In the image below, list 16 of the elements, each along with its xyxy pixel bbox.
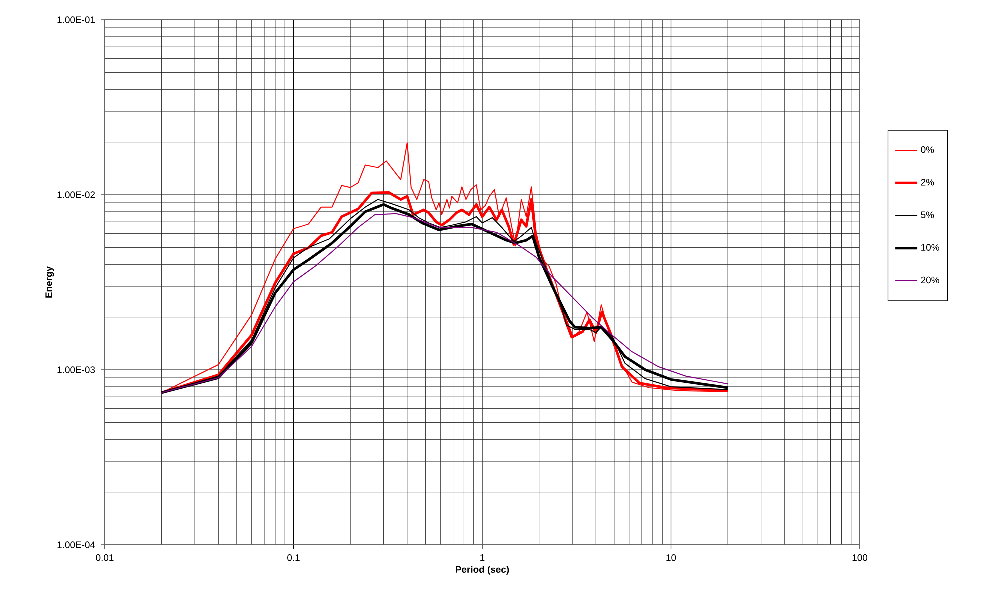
x-axis-title: Period (sec) — [456, 566, 510, 575]
y-tick-label: 1.00E-04 — [58, 542, 96, 548]
y-tick-label: 1.00E-01 — [58, 16, 96, 24]
y-tick-label: 1.00E-02 — [58, 192, 96, 198]
legend-label: 5% — [921, 212, 934, 218]
legend-label: 0% — [921, 146, 934, 154]
legend-label: 2% — [921, 179, 934, 186]
y-axis-title: Energy — [46, 266, 54, 298]
x-tick-label: 0.01 — [96, 554, 114, 562]
x-tick-label: 0.1 — [288, 554, 300, 562]
legend-label: 20% — [921, 276, 940, 284]
y-tick-label: 1.00E-03 — [58, 366, 96, 374]
legend-label: 10% — [922, 244, 940, 251]
x-tick-label: 10 — [666, 554, 676, 562]
x-tick-label: 100 — [852, 554, 868, 562]
x-tick-label: 1 — [480, 554, 485, 562]
